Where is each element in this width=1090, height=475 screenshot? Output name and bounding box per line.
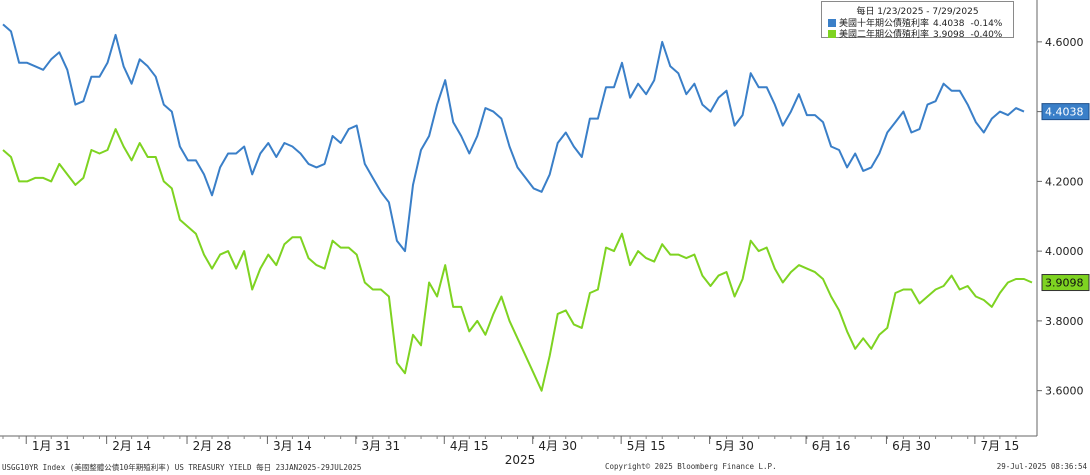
x-tick-label: 5月 30 bbox=[715, 439, 754, 453]
x-tick-label: 2月 28 bbox=[193, 439, 232, 453]
legend-change-2y: -0.40% bbox=[970, 30, 1003, 40]
legend: 每日 1/23/2025 - 7/29/2025 美國十年期公債殖利率 4.403… bbox=[821, 1, 1014, 40]
legend-swatch-2y bbox=[828, 30, 836, 38]
last-value-box-10y bbox=[1041, 103, 1090, 121]
y-tick-label: 4.2000 bbox=[1045, 175, 1084, 188]
y-axis: 4.60004.40004.20004.00003.80003.60004.40… bbox=[1037, 36, 1090, 398]
legend-item-2y: 美國二年期公債殖利率 3.9098 -0.40% bbox=[828, 27, 1002, 40]
series-line-2y bbox=[2, 128, 1033, 392]
x-tick-label: 6月 16 bbox=[812, 439, 851, 453]
x-tick-label: 2月 14 bbox=[112, 439, 151, 453]
x-tick-label: 3月 14 bbox=[273, 439, 312, 453]
x-axis: 1月 31 2月 14 2月 28 3月 14 3月 31 4月 15 4月 30 5月 15… bbox=[2, 436, 1020, 467]
axis-frame bbox=[0, 0, 1038, 437]
last-value-box-2y bbox=[1041, 274, 1090, 292]
y-tick-label: 4.6000 bbox=[1045, 36, 1084, 49]
last-value-label-10y: 4.4038 bbox=[1045, 106, 1084, 119]
y-tick-label: 4.0000 bbox=[1045, 245, 1084, 258]
legend-last-10y: 4.4038 bbox=[933, 19, 965, 29]
last-value-label-2y: 3.9098 bbox=[1045, 277, 1084, 290]
x-tick-label: 3月 31 bbox=[361, 439, 400, 453]
x-tick-label: 6月 30 bbox=[892, 439, 931, 453]
legend-label-10y: 美國十年期公債殖利率 bbox=[839, 19, 930, 29]
footer-timestamp: 29-Jul-2025 08:36:54 bbox=[996, 462, 1087, 471]
footer-index-info: USGG10YR Index (美國整體公債10年期殖利率) US TREASU… bbox=[2, 463, 362, 472]
x-tick-label: 5月 15 bbox=[627, 439, 666, 453]
x-year-label: 2025 bbox=[505, 453, 536, 467]
footer-copyright: Copyright© 2025 Bloomberg Finance L.P. bbox=[605, 462, 777, 471]
y-tick-label: 3.8000 bbox=[1045, 315, 1084, 328]
legend-item-10y: 美國十年期公債殖利率 4.4038 -0.14% bbox=[828, 16, 1002, 29]
x-tick-label: 1月 31 bbox=[32, 439, 71, 453]
legend-change-10y: -0.14% bbox=[970, 19, 1003, 29]
legend-title: 每日 1/23/2025 - 7/29/2025 bbox=[856, 7, 979, 17]
x-tick-label: 4月 15 bbox=[450, 439, 489, 453]
y-tick-label: 3.6000 bbox=[1045, 385, 1084, 398]
legend-swatch-10y bbox=[828, 19, 836, 27]
x-tick-label: 7月 15 bbox=[981, 439, 1020, 453]
series-layer bbox=[2, 23, 1033, 392]
legend-last-2y: 3.9098 bbox=[933, 30, 965, 40]
legend-label-2y: 美國二年期公債殖利率 bbox=[839, 30, 930, 40]
series-line-10y bbox=[2, 23, 1025, 253]
x-tick-label: 4月 30 bbox=[538, 439, 577, 453]
